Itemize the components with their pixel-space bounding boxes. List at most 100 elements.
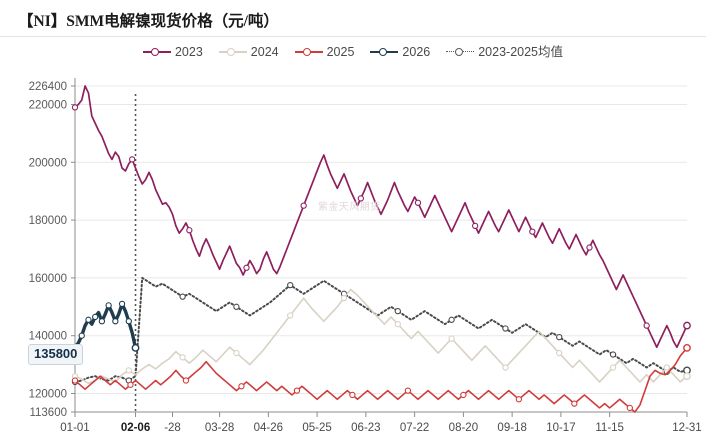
x-axis-label: 10-17 bbox=[546, 422, 575, 434]
series-marker bbox=[556, 349, 563, 357]
series-marker bbox=[179, 293, 186, 300]
legend-item-2023[interactable]: 2023 bbox=[142, 44, 203, 59]
series-2023-2025均值 bbox=[71, 276, 691, 386]
series-marker bbox=[233, 349, 240, 357]
series-marker bbox=[571, 400, 578, 407]
series-line-2023-2025均值 bbox=[74, 276, 688, 383]
y-axis-label: 140000 bbox=[29, 331, 67, 343]
series-marker bbox=[404, 387, 412, 394]
series-marker bbox=[626, 404, 633, 412]
circle-marker-icon bbox=[142, 46, 171, 58]
circle-marker-icon bbox=[370, 46, 399, 58]
x-axis-label: 04-26 bbox=[254, 422, 283, 434]
plot-area: 113600 120000 140000 160000 180000 200000 2200… bbox=[0, 64, 706, 448]
series-marker bbox=[179, 354, 186, 361]
x-axis-label: 02-06 bbox=[121, 422, 150, 434]
series-marker bbox=[472, 222, 479, 230]
x-axis-label: 09-18 bbox=[497, 422, 526, 434]
series-marker bbox=[502, 364, 509, 371]
series-marker bbox=[293, 387, 301, 394]
x-axis-label: 07-22 bbox=[400, 422, 429, 434]
series-marker bbox=[502, 325, 509, 332]
series-marker bbox=[448, 335, 455, 342]
y-axis-label: 220000 bbox=[29, 99, 67, 111]
series-marker bbox=[105, 302, 112, 309]
series-marker bbox=[129, 156, 136, 163]
series-end-marker bbox=[131, 343, 140, 352]
series-2025 bbox=[71, 343, 691, 413]
series-marker bbox=[98, 318, 106, 325]
series-line-2026 bbox=[73, 302, 138, 350]
x-axis-label: 05-25 bbox=[302, 422, 331, 434]
series-line-2023 bbox=[74, 85, 688, 349]
series-marker bbox=[238, 383, 245, 390]
y-axis-label: 200000 bbox=[29, 157, 67, 169]
series-marker bbox=[118, 300, 126, 308]
series-marker bbox=[394, 307, 401, 315]
legend-label: 2023-2025均值 bbox=[478, 44, 564, 59]
series-2024 bbox=[71, 288, 691, 385]
series-marker bbox=[586, 244, 593, 251]
series-marker bbox=[300, 202, 307, 209]
series-marker bbox=[182, 377, 190, 384]
series-line-2024 bbox=[74, 288, 688, 385]
page-title: 【NI】SMM电解镍现货价格（元/吨） bbox=[18, 13, 279, 30]
series-marker bbox=[609, 364, 617, 371]
x-axis-label: 11-15 bbox=[595, 422, 624, 434]
series-marker bbox=[125, 318, 132, 325]
y-axis-label: 180000 bbox=[29, 215, 67, 227]
legend-item-2024[interactable]: 2024 bbox=[218, 44, 279, 59]
series-marker bbox=[349, 391, 356, 399]
series-marker bbox=[287, 281, 294, 289]
series-2026 bbox=[71, 300, 140, 352]
chart-legend: 2023 2024 2025 2026 2023-2025均值 bbox=[0, 40, 706, 64]
x-axis-label: 01-01 bbox=[60, 422, 89, 434]
legend-item-2025[interactable]: 2025 bbox=[294, 44, 355, 59]
legend-item-2026[interactable]: 2026 bbox=[370, 46, 430, 59]
series-marker bbox=[233, 303, 240, 310]
series-marker bbox=[394, 320, 401, 328]
series-marker bbox=[186, 227, 193, 234]
circle-marker-icon bbox=[294, 46, 323, 58]
circle-marker-icon bbox=[218, 46, 247, 58]
series-marker bbox=[448, 316, 455, 323]
series-marker bbox=[127, 381, 134, 388]
series-end-marker bbox=[683, 321, 691, 330]
y-axis-label: 113600 bbox=[29, 407, 67, 419]
legend-label: 2024 bbox=[250, 44, 279, 59]
series-marker bbox=[340, 294, 348, 302]
current-value-callout: 135800 bbox=[28, 344, 84, 365]
legend-label: 2025 bbox=[326, 44, 355, 59]
series-line-2025 bbox=[74, 347, 688, 413]
series-end-marker bbox=[683, 372, 691, 381]
title-bar: 【NI】SMM电解镍现货价格（元/吨） bbox=[0, 0, 706, 37]
y-axis-label: 160000 bbox=[29, 273, 67, 285]
series-marker bbox=[78, 332, 85, 339]
series-marker bbox=[71, 377, 79, 384]
legend-label: 2023 bbox=[174, 44, 203, 59]
series-marker bbox=[125, 367, 132, 374]
legend-item-2023-2025均值[interactable]: 2023-2025均值 bbox=[446, 46, 563, 59]
x-axis-label: -28 bbox=[164, 422, 181, 434]
circle-marker-icon bbox=[446, 46, 475, 58]
y-axis-label: 226400 bbox=[29, 81, 67, 93]
series-marker bbox=[71, 104, 79, 111]
series-marker bbox=[112, 318, 119, 325]
x-axis-label: 12-31 bbox=[672, 422, 701, 434]
watermark-text: 紫金天风期货 bbox=[318, 202, 381, 213]
series-marker bbox=[663, 364, 670, 371]
series-marker bbox=[92, 313, 99, 321]
series-marker bbox=[529, 228, 536, 235]
series-marker bbox=[357, 195, 364, 202]
series-marker bbox=[414, 199, 422, 206]
series-marker bbox=[85, 316, 92, 323]
series-marker bbox=[287, 312, 294, 319]
series-marker bbox=[609, 351, 617, 358]
y-axis-label: 120000 bbox=[29, 389, 67, 401]
x-axis-label: 08-20 bbox=[449, 422, 478, 434]
legend-label: 2026 bbox=[402, 44, 431, 59]
series-marker bbox=[556, 333, 563, 341]
series-marker bbox=[243, 264, 250, 271]
x-axis-label: 03-28 bbox=[205, 422, 234, 434]
